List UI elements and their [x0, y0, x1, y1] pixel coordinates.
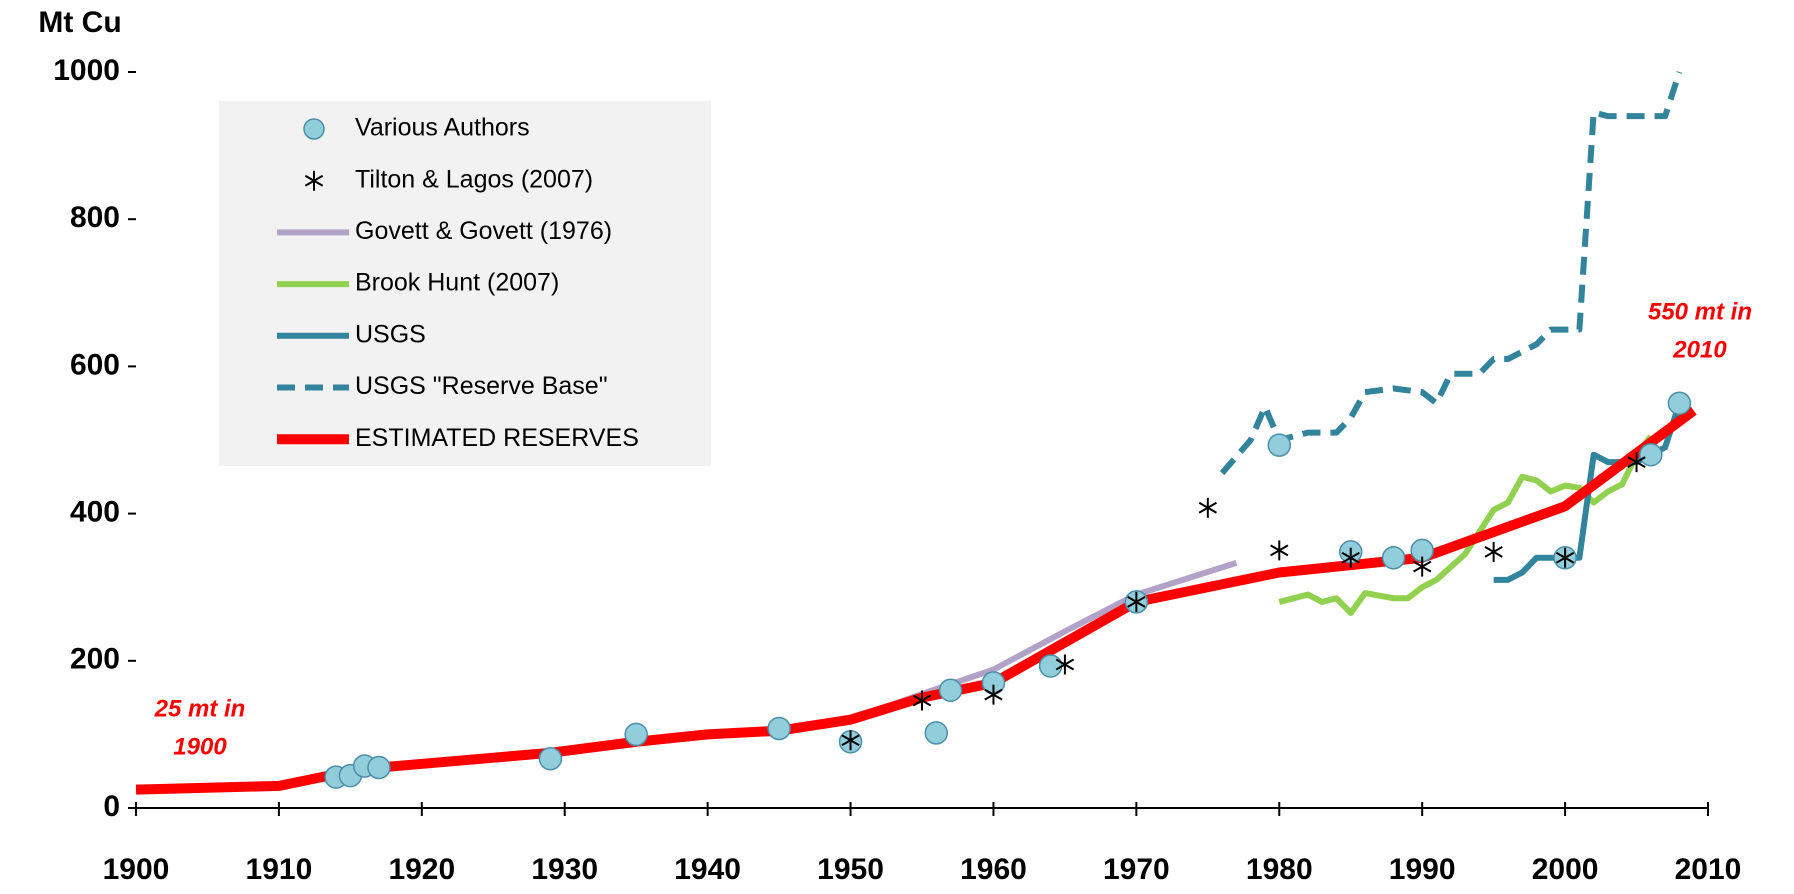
x-tick-label: 2010 [1675, 853, 1742, 886]
data-point [1639, 442, 1663, 467]
x-tick-label: 1980 [1246, 853, 1313, 886]
data-point [1267, 433, 1292, 457]
legend-symbol [303, 118, 325, 140]
annotation: 550 mt in [1648, 298, 1752, 325]
data-point [1127, 591, 1146, 612]
legend-label: USGS [355, 320, 426, 348]
y-tick-label: 1000 [53, 54, 120, 87]
data-point [1055, 654, 1075, 675]
annotation: 1900 [173, 733, 227, 760]
data-point [938, 678, 963, 702]
x-tick-label: 1970 [1103, 853, 1170, 886]
legend-label: Various Authors [355, 114, 530, 142]
x-tick-label: 1930 [531, 853, 598, 886]
series-line [1278, 434, 1654, 616]
data-point [767, 716, 791, 741]
data-point [924, 721, 949, 745]
x-tick-label: 1940 [674, 853, 741, 886]
x-tick-label: 1990 [1389, 853, 1456, 886]
legend-label: ESTIMATED RESERVES [355, 424, 639, 452]
data-point [1038, 654, 1063, 678]
data-point [1667, 391, 1692, 415]
series-line [1219, 71, 1683, 476]
legend-label: Tilton & Lagos (2007) [355, 165, 593, 193]
annotation: 2010 [1672, 336, 1727, 363]
legend-label: Brook Hunt (2007) [355, 269, 559, 297]
data-point [1484, 541, 1503, 562]
data-point [367, 755, 391, 780]
data-point [841, 730, 860, 751]
data-point [912, 690, 932, 711]
y-tick-label: 600 [70, 348, 120, 381]
x-tick-label: 1900 [103, 853, 170, 886]
x-tick-label: 1950 [817, 853, 884, 886]
x-tick-label: 1960 [960, 853, 1027, 886]
data-point [1341, 547, 1360, 568]
series-line [135, 406, 1697, 795]
annotation: 25 mt in [154, 695, 246, 722]
y-tick-label: 400 [70, 496, 120, 529]
data-point [1413, 556, 1432, 577]
data-point [1198, 497, 1217, 518]
legend-label: USGS "Reserve Base" [355, 372, 608, 400]
data-point [1627, 452, 1646, 473]
data-point [1555, 547, 1575, 568]
data-point [1270, 540, 1289, 561]
y-tick-label: 200 [70, 643, 120, 676]
data-point [984, 684, 1003, 705]
y-tick-label: 800 [70, 201, 120, 234]
data-point [1381, 546, 1406, 570]
data-point [624, 722, 648, 747]
x-tick-label: 1920 [388, 853, 455, 886]
y-axis-label: Mt Cu [38, 6, 121, 39]
series-line [849, 560, 1238, 723]
y-tick-label: 0 [103, 790, 120, 823]
data-point [538, 746, 563, 771]
x-tick-label: 1910 [246, 853, 313, 886]
legend-label: Govett & Govett (1976) [355, 217, 612, 245]
legend-symbol [304, 170, 324, 191]
x-tick-label: 2000 [1532, 853, 1599, 886]
